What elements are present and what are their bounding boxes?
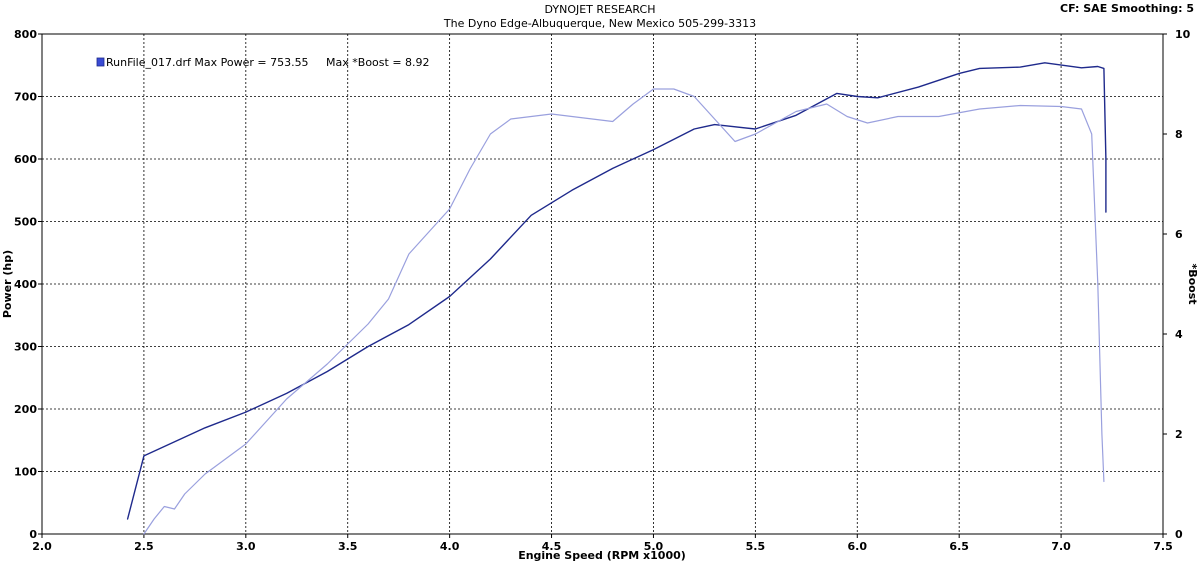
y2-axis-ticks: 0 2 4 6 8 10	[1163, 28, 1191, 541]
y-axis-ticks: 0 100 200 300 400 500 600 700 800	[14, 28, 42, 541]
x-tick-label: 6.5	[949, 540, 969, 553]
x-tick-label: 7.5	[1153, 540, 1173, 553]
y-tick-label: 200	[14, 403, 37, 416]
legend-swatch	[96, 57, 105, 67]
x-tick-label: 4.5	[542, 540, 562, 553]
y2-axis-label: *Boost	[1186, 263, 1199, 304]
chart-title: DYNOJET RESEARCH	[544, 3, 656, 16]
y-tick-label: 700	[14, 91, 37, 104]
boost-series-line	[143, 88, 1105, 535]
grid-lines	[42, 34, 1163, 534]
x-tick-label: 6.0	[848, 540, 868, 553]
y-tick-label: 400	[14, 278, 37, 291]
y2-tick-label: 8	[1175, 128, 1183, 141]
y2-tick-label: 10	[1175, 28, 1191, 41]
x-tick-label: 5.0	[644, 540, 664, 553]
y-tick-label: 300	[14, 341, 37, 354]
y-tick-label: 100	[14, 466, 37, 479]
x-tick-label: 3.5	[338, 540, 358, 553]
y2-tick-label: 4	[1175, 328, 1183, 341]
y-tick-label: 500	[14, 216, 37, 229]
x-tick-label: 7.0	[1051, 540, 1071, 553]
power-series-line	[126, 62, 1107, 520]
chart-subtitle: The Dyno Edge-Albuquerque, New Mexico 50…	[443, 17, 757, 30]
x-tick-label: 4.0	[440, 540, 460, 553]
x-tick-label: 2.0	[32, 540, 52, 553]
y2-tick-label: 0	[1175, 528, 1183, 541]
x-axis-ticks: 2.0 2.5 3.0 3.5 4.0 4.5 5.0 5.5 6.0 6.5 7.0 7.5	[32, 534, 1173, 553]
x-tick-label: 3.0	[236, 540, 256, 553]
x-axis-label: Engine Speed (RPM x1000)	[518, 549, 686, 562]
y-tick-label: 0	[29, 528, 37, 541]
x-tick-label: 5.5	[746, 540, 766, 553]
y-tick-label: 600	[14, 153, 37, 166]
y2-tick-label: 2	[1175, 428, 1183, 441]
y-tick-label: 800	[14, 28, 37, 41]
settings-label: CF: SAE Smoothing: 5	[1060, 2, 1194, 15]
y-axis-label: Power (hp)	[1, 250, 14, 318]
x-tick-label: 2.5	[134, 540, 154, 553]
y2-tick-label: 6	[1175, 228, 1183, 241]
legend-text: RunFile_017.drf Max Power = 753.55 Max *…	[106, 56, 430, 69]
series-lines	[126, 62, 1107, 535]
